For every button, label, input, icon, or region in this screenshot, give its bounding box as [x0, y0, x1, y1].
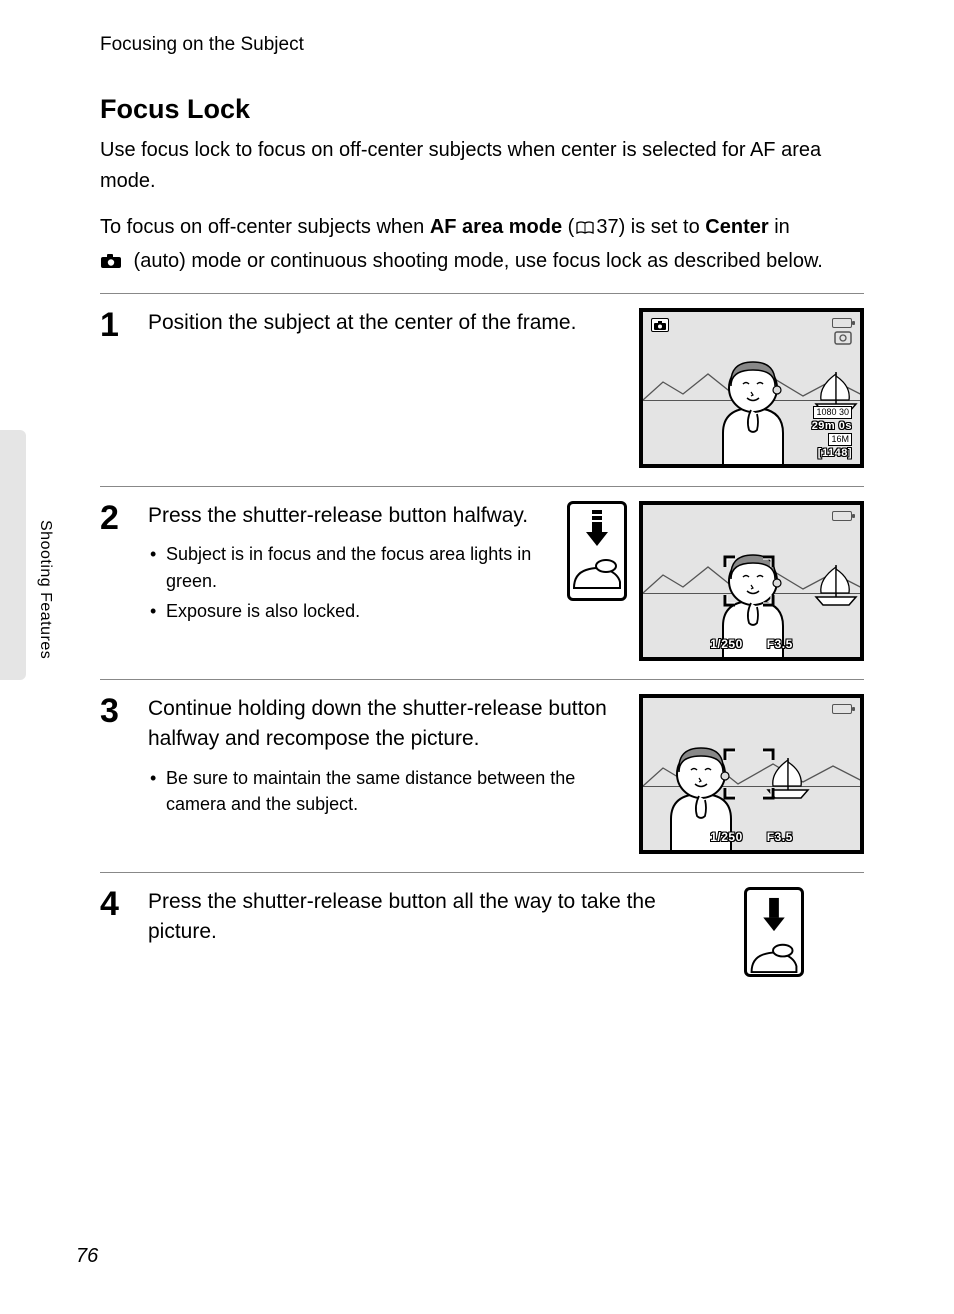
step-body: Position the subject at the center of th… — [148, 308, 621, 348]
mode-chip-icon — [651, 318, 669, 332]
step-number: 4 — [100, 887, 130, 921]
step-heading: Press the shutter-release button halfway… — [148, 501, 537, 531]
size-badge: 16M — [828, 433, 852, 446]
step-row: 4 Press the shutter-release button all t… — [100, 873, 864, 995]
page-number: 76 — [76, 1245, 98, 1268]
lcd-exposure: 1/250 F3.5 — [643, 637, 860, 651]
focus-brackets-icon — [721, 746, 777, 802]
step-body: Press the shutter-release button all the… — [148, 887, 726, 958]
lcd-top-right — [832, 704, 852, 714]
remaining-shots: [1148] — [818, 447, 852, 459]
battery-icon — [832, 318, 852, 328]
arrow-half-icon — [582, 510, 612, 550]
aperture: F3.5 — [767, 830, 793, 844]
step-bullets: Be sure to maintain the same distance be… — [148, 765, 609, 817]
indicator-icon — [834, 331, 852, 345]
battery-icon — [832, 511, 852, 521]
step-row: 3 Continue holding down the shutter-rele… — [100, 680, 864, 872]
step-figures — [744, 887, 804, 977]
step-number: 1 — [100, 308, 130, 342]
shutter-press-illustration — [744, 887, 804, 977]
step-number: 3 — [100, 694, 130, 728]
step-figures: 1/250 F3.5 — [567, 501, 864, 661]
running-header: Focusing on the Subject — [100, 34, 864, 56]
lcd-illustration: 1/250 F3.5 — [639, 694, 864, 854]
bullet-item: Be sure to maintain the same distance be… — [150, 765, 609, 817]
steps-container: 1 Position the subject at the center of … — [100, 294, 864, 995]
setup-ref-num: 37 — [596, 216, 618, 238]
lcd-top-right — [832, 511, 852, 521]
step-row: 2 Press the shutter-release button halfw… — [100, 487, 864, 679]
subject-illustration — [703, 348, 803, 468]
side-label: Shooting Features — [36, 520, 54, 659]
bullet-item: Subject is in focus and the focus area l… — [150, 541, 537, 593]
side-tab — [0, 430, 26, 680]
section-title: Focus Lock — [100, 94, 864, 125]
movie-badge: 1080 30 — [813, 406, 852, 419]
finger-icon — [572, 550, 622, 590]
step-body: Press the shutter-release button halfway… — [148, 501, 549, 628]
focus-brackets-icon — [721, 553, 777, 609]
step-figures: 1080 30 29m 0s 16M [1148] — [639, 308, 864, 468]
setup-mid: ) is set to — [619, 216, 706, 238]
step-number: 2 — [100, 501, 130, 535]
finger-icon — [749, 935, 799, 974]
page: Shooting Features Focusing on the Subjec… — [0, 0, 954, 1314]
bullet-item: Exposure is also locked. — [150, 598, 537, 624]
setup-bold-center: Center — [705, 216, 768, 238]
arrow-full-icon — [759, 896, 789, 935]
book-icon — [576, 213, 594, 245]
step-figures: 1/250 F3.5 — [639, 694, 864, 854]
battery-icon — [832, 704, 852, 714]
record-time: 29m 0s — [812, 420, 852, 432]
shutter-speed: 1/250 — [710, 830, 743, 844]
setup-text: To focus on off-center subjects when AF … — [100, 211, 864, 279]
lcd-illustration: 1080 30 29m 0s 16M [1148] — [639, 308, 864, 468]
step-heading: Press the shutter-release button all the… — [148, 887, 714, 948]
setup-line2: (auto) mode or continuous shooting mode,… — [128, 250, 823, 272]
setup-post: in — [769, 216, 790, 238]
setup-bold-af: AF area mode — [430, 216, 562, 238]
step-heading: Continue holding down the shutter-releas… — [148, 694, 609, 755]
step-row: 1 Position the subject at the center of … — [100, 294, 864, 486]
lcd-top-left — [651, 318, 669, 332]
setup-ref-open: ( — [568, 216, 575, 238]
camera-icon — [100, 247, 122, 279]
setup-pre: To focus on off-center subjects when — [100, 216, 430, 238]
step-bullets: Subject is in focus and the focus area l… — [148, 541, 537, 623]
lcd-illustration: 1/250 F3.5 — [639, 501, 864, 661]
shutter-speed: 1/250 — [710, 637, 743, 651]
lcd-bottom-right: 1080 30 29m 0s 16M [1148] — [812, 406, 852, 459]
aperture: F3.5 — [767, 637, 793, 651]
step-heading: Position the subject at the center of th… — [148, 308, 609, 338]
sailboat-illustration — [811, 563, 861, 607]
intro-text: Use focus lock to focus on off-center su… — [100, 135, 864, 197]
lcd-top-right — [832, 318, 852, 345]
step-body: Continue holding down the shutter-releas… — [148, 694, 621, 821]
lcd-exposure: 1/250 F3.5 — [643, 830, 860, 844]
shutter-press-illustration — [567, 501, 627, 601]
